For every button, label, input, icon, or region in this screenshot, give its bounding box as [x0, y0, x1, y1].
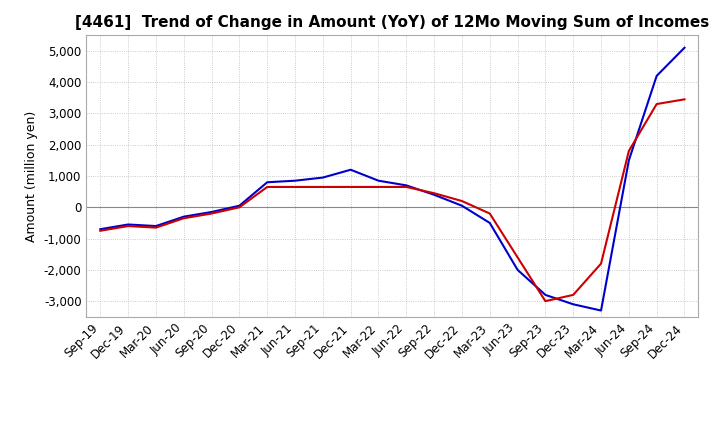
Ordinary Income	[680, 45, 689, 50]
Net Income	[569, 292, 577, 297]
Ordinary Income	[513, 267, 522, 272]
Net Income	[374, 184, 383, 190]
Ordinary Income	[179, 214, 188, 219]
Ordinary Income	[458, 203, 467, 209]
Title: [4461]  Trend of Change in Amount (YoY) of 12Mo Moving Sum of Incomes: [4461] Trend of Change in Amount (YoY) o…	[76, 15, 709, 30]
Net Income	[263, 184, 271, 190]
Net Income	[624, 148, 633, 154]
Ordinary Income	[597, 308, 606, 313]
Y-axis label: Amount (million yen): Amount (million yen)	[25, 110, 38, 242]
Net Income	[430, 191, 438, 196]
Ordinary Income	[291, 178, 300, 183]
Ordinary Income	[541, 292, 550, 297]
Ordinary Income	[430, 192, 438, 198]
Net Income	[124, 224, 132, 229]
Net Income	[402, 184, 410, 190]
Net Income	[179, 216, 188, 221]
Ordinary Income	[124, 222, 132, 227]
Ordinary Income	[346, 167, 355, 172]
Net Income	[680, 97, 689, 102]
Ordinary Income	[152, 224, 161, 229]
Net Income	[346, 184, 355, 190]
Net Income	[318, 184, 327, 190]
Ordinary Income	[96, 227, 104, 232]
Net Income	[485, 211, 494, 216]
Ordinary Income	[624, 158, 633, 163]
Net Income	[597, 261, 606, 266]
Ordinary Income	[318, 175, 327, 180]
Line: Net Income: Net Income	[100, 99, 685, 301]
Net Income	[652, 101, 661, 106]
Net Income	[152, 225, 161, 230]
Ordinary Income	[485, 220, 494, 226]
Legend: Ordinary Income, Net Income: Ordinary Income, Net Income	[260, 435, 525, 440]
Ordinary Income	[652, 73, 661, 78]
Ordinary Income	[374, 178, 383, 183]
Net Income	[458, 198, 467, 204]
Net Income	[96, 228, 104, 233]
Net Income	[207, 211, 216, 216]
Ordinary Income	[263, 180, 271, 185]
Ordinary Income	[402, 183, 410, 188]
Net Income	[513, 255, 522, 260]
Ordinary Income	[207, 209, 216, 215]
Ordinary Income	[569, 302, 577, 307]
Line: Ordinary Income: Ordinary Income	[100, 48, 685, 311]
Net Income	[541, 298, 550, 304]
Net Income	[291, 184, 300, 190]
Net Income	[235, 205, 243, 210]
Ordinary Income	[235, 203, 243, 209]
